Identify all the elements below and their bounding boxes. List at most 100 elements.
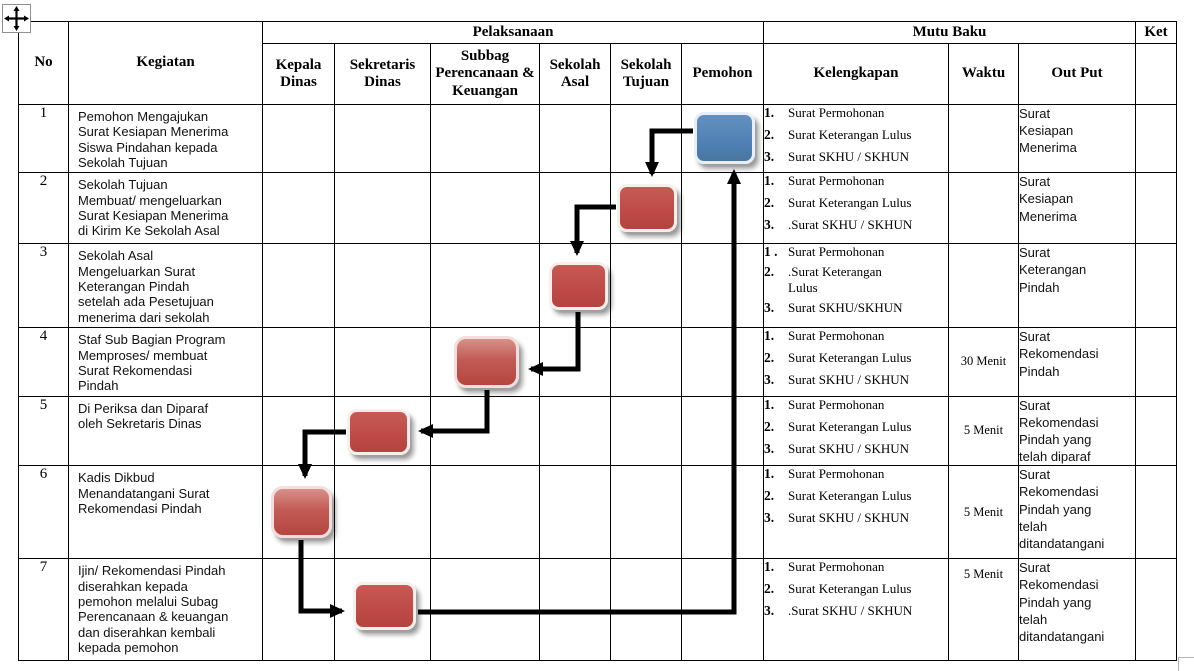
table-row: 6 Kadis Dikbud Menandatangani Surat Reko… xyxy=(18,465,1178,560)
kegiatan-cell: Sekolah Tujuan Membuat/ mengeluarkan Sur… xyxy=(68,172,263,245)
table-row: 7 Ijin/ Rekomendasi Pindah diserahkan ke… xyxy=(18,558,1178,662)
header-sekolah-asal: Sekolah Asal xyxy=(539,43,611,105)
output-cell: Surat Rekomendasi Pindah yang telah dita… xyxy=(1018,558,1137,662)
kegiatan-cell: Kadis Dikbud Menandatangani Surat Rekome… xyxy=(68,465,263,560)
flow-cell-sekolah-tujuan xyxy=(610,103,682,174)
flow-cell-sekolah-tujuan xyxy=(610,558,682,662)
flow-cell-kepala-dinas xyxy=(262,395,335,467)
ket-cell xyxy=(1135,465,1178,560)
flow-cell-sekolah-asal xyxy=(539,172,611,245)
row-no: 5 xyxy=(18,395,69,467)
list-item: 1. Surat Permohonan xyxy=(764,105,885,120)
flow-cell-sekolah-tujuan xyxy=(610,465,682,560)
kegiatan-text: Sekolah Tujuan Membuat/ mengeluarkan Sur… xyxy=(78,177,229,239)
ket-cell xyxy=(1135,558,1178,662)
header-pemohon: Pemohon xyxy=(680,43,765,105)
row-no: 6 xyxy=(18,465,69,560)
kegiatan-text: Kadis Dikbud Menandatangani Surat Rekome… xyxy=(78,470,210,516)
output-cell: Surat Rekomendasi Pindah yang telah dipa… xyxy=(1018,395,1137,467)
flow-cell-sekretaris-dinas xyxy=(334,327,431,397)
output-cell: Surat Rekomendasi Pindah yang telah dita… xyxy=(1018,465,1137,560)
kelengkapan-cell: 1. Surat Permohonan 2. Surat Keterangan Lu… xyxy=(763,558,950,662)
flow-cell-kepala-dinas xyxy=(262,327,335,397)
flow-cell-pemohon xyxy=(680,172,765,245)
list-item: 3. Surat SKHU / SKHUN xyxy=(764,149,909,164)
flow-cell-sekolah-tujuan xyxy=(610,243,682,329)
row-no: 4 xyxy=(18,327,69,397)
header-waktu: Waktu xyxy=(948,43,1020,105)
flow-node-step-1-pemohon xyxy=(694,112,755,164)
flow-cell-kepala-dinas xyxy=(262,558,335,662)
flow-cell-sekolah-asal xyxy=(539,327,611,397)
list-item: 1. Surat Permohonan xyxy=(764,173,885,189)
flow-cell-pemohon xyxy=(680,327,765,397)
flow-cell-pemohon xyxy=(680,395,765,467)
header-row-groups: No Kegiatan Pelaksanaan Mutu Baku Ket xyxy=(18,21,1178,105)
list-item: 3. Surat SKHU / SKHUN xyxy=(764,372,909,388)
header-subbag: Subbag Perencanaan & Keuangan xyxy=(430,43,540,105)
header-kegiatan: Kegiatan xyxy=(68,21,263,105)
kelengkapan-cell: 1. Surat Permohonan 2. Surat Keterangan Lu… xyxy=(763,103,950,174)
kelengkapan-cell: 1. Surat Permohonan 2. Surat Keterangan Lu… xyxy=(763,172,950,245)
list-item: 3. .Surat SKHU / SKHUN xyxy=(764,217,913,233)
flow-cell-sekretaris-dinas xyxy=(334,172,431,245)
flow-node-step-2-sekolah-tujuan xyxy=(617,184,677,232)
list-item: 3. .Surat SKHU / SKHUN xyxy=(764,603,913,619)
table-row: 1 Pemohon Mengajukan Surat Kesiapan Mene… xyxy=(18,103,1178,174)
kegiatan-text: Sekolah Asal Mengeluarkan Surat Keterang… xyxy=(78,248,214,325)
kelengkapan-cell: 1. Surat Permohonan 2. Surat Keterangan Lu… xyxy=(763,395,950,467)
waktu-cell xyxy=(948,243,1020,329)
header-ket: Ket xyxy=(1135,21,1178,44)
flow-cell-sekolah-asal xyxy=(539,103,611,174)
flow-cell-sekolah-tujuan xyxy=(610,395,682,467)
header-pelaksanaan: Pelaksanaan xyxy=(261,21,765,44)
table-resize-handle[interactable] xyxy=(1178,657,1194,671)
list-item: 1. Surat Permohonan xyxy=(764,396,885,412)
waktu-cell: 5 Menit xyxy=(948,465,1020,560)
ket-cell xyxy=(1135,172,1178,245)
list-item: 1 . Surat Permohonan xyxy=(764,244,885,260)
move-icon xyxy=(4,6,29,31)
flow-cell-kepala-dinas xyxy=(262,103,335,174)
flow-cell-subbag xyxy=(430,172,540,245)
list-item: 1. Surat Permohonan xyxy=(764,559,885,575)
table-row: 5 Di Periksa dan Diparaf oleh Sekretaris… xyxy=(18,395,1178,467)
flow-node-step-4-subbag xyxy=(454,336,519,388)
header-sekolah-tujuan: Sekolah Tujuan xyxy=(610,43,682,105)
flow-cell-sekretaris-dinas xyxy=(334,103,431,174)
flow-cell-sekolah-asal xyxy=(539,395,611,467)
sop-table: No Kegiatan Pelaksanaan Mutu Baku Ket Ke… xyxy=(18,21,1178,662)
kegiatan-text: Ijin/ Rekomendasi Pindah diserahkan kepa… xyxy=(78,563,229,655)
flow-cell-sekolah-asal xyxy=(539,465,611,560)
list-item: 1. Surat Permohonan xyxy=(764,466,885,482)
table-move-handle[interactable] xyxy=(2,4,31,33)
output-cell: Surat Keterangan Pindah xyxy=(1018,243,1137,329)
kegiatan-cell: Staf Sub Bagian Program Memproses/ membu… xyxy=(68,327,263,397)
output-cell: Surat Kesiapan Menerima xyxy=(1018,172,1137,245)
kegiatan-text: Staf Sub Bagian Program Memproses/ membu… xyxy=(78,332,226,394)
row-no: 3 xyxy=(18,243,69,329)
flow-cell-subbag xyxy=(430,395,540,467)
header-sekretaris-dinas: Sekretaris Dinas xyxy=(334,43,431,105)
flow-cell-pemohon xyxy=(680,558,765,662)
kelengkapan-cell: 1 . Surat Permohonan 2. .Surat Keterangan … xyxy=(763,243,950,329)
kelengkapan-cell: 1. Surat Permohonan 2. Surat Keterangan Lu… xyxy=(763,465,950,560)
ket-cell xyxy=(1135,103,1178,174)
flow-cell-kepala-dinas xyxy=(262,172,335,245)
kegiatan-text: Di Periksa dan Diparaf oleh Sekretaris D… xyxy=(78,400,209,431)
flow-node-step-6-kepala-dinas xyxy=(271,486,332,538)
waktu-cell: 5 Menit xyxy=(948,395,1020,467)
ket-cell xyxy=(1135,327,1178,397)
header-no: No xyxy=(18,21,69,105)
list-item: 2. Surat Keterangan Lulus xyxy=(764,350,912,366)
flow-cell-pemohon xyxy=(680,465,765,560)
output-cell: Surat Rekomendasi Pindah xyxy=(1018,327,1137,397)
output-cell: Surat Kesiapan Menerima xyxy=(1018,103,1137,174)
kegiatan-cell: Di Periksa dan Diparaf oleh Sekretaris D… xyxy=(68,395,263,467)
table-row: 4 Staf Sub Bagian Program Memproses/ mem… xyxy=(18,327,1178,397)
table-row: 2 Sekolah Tujuan Membuat/ mengeluarkan S… xyxy=(18,172,1178,245)
list-item: 2. Surat Keterangan Lulus xyxy=(764,418,912,434)
list-item: 3. Surat SKHU / SKHUN xyxy=(764,510,909,526)
flow-node-step-5-sekretaris xyxy=(347,409,410,455)
